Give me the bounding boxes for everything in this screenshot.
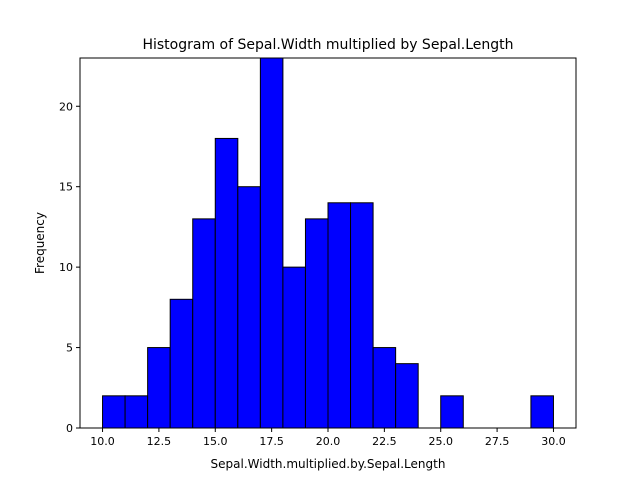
- x-tick-label: 15.0: [203, 435, 228, 448]
- histogram-bar-2: [147, 347, 171, 429]
- x-tick-label: 27.5: [485, 435, 510, 448]
- y-tick-label: 5: [66, 342, 73, 355]
- histogram-bar-0: [102, 395, 126, 429]
- histogram-bar-10: [327, 202, 352, 429]
- y-axis-label: Frequency: [33, 212, 47, 274]
- histogram-bar-3: [169, 298, 194, 429]
- y-tick-label: 15: [59, 181, 73, 194]
- histogram-bar-9: [304, 218, 329, 429]
- histogram-bar-6: [237, 186, 261, 429]
- bars-group: [102, 57, 554, 429]
- histogram-bar-4: [192, 218, 216, 429]
- x-tick-label: 25.0: [428, 435, 453, 448]
- y-axis-ticks: 0 5 10 15 20: [59, 100, 80, 435]
- histogram-bar-19: [530, 395, 554, 429]
- chart-title: Histogram of Sepal.Width multiplied by S…: [142, 37, 513, 53]
- x-axis-label: Sepal.Width.multiplied.by.Sepal.Length: [211, 457, 446, 471]
- x-tick-label: 22.5: [372, 435, 397, 448]
- x-tick-label: 12.5: [147, 435, 172, 448]
- x-tick-label: 20.0: [316, 435, 341, 448]
- x-tick-label: 17.5: [259, 435, 284, 448]
- histogram-bar-12: [372, 347, 397, 429]
- histogram-bar-13: [395, 363, 419, 429]
- y-tick-label: 10: [59, 261, 73, 274]
- y-tick-label: 20: [59, 100, 73, 113]
- x-tick-label: 10.0: [90, 435, 115, 448]
- histogram-bar-5: [214, 137, 239, 429]
- histogram-bar-11: [350, 202, 374, 429]
- x-tick-label: 30.0: [541, 435, 566, 448]
- histogram-bar-8: [282, 266, 306, 429]
- histogram-bar-15: [440, 395, 464, 429]
- y-tick-label: 0: [66, 422, 73, 435]
- histogram-bar-7: [259, 57, 284, 429]
- histogram-bar-1: [124, 395, 149, 429]
- x-axis-ticks: 10.0 12.5 15.0 17.5 20.0 22.5 25.0 27.5 30.0: [90, 428, 566, 448]
